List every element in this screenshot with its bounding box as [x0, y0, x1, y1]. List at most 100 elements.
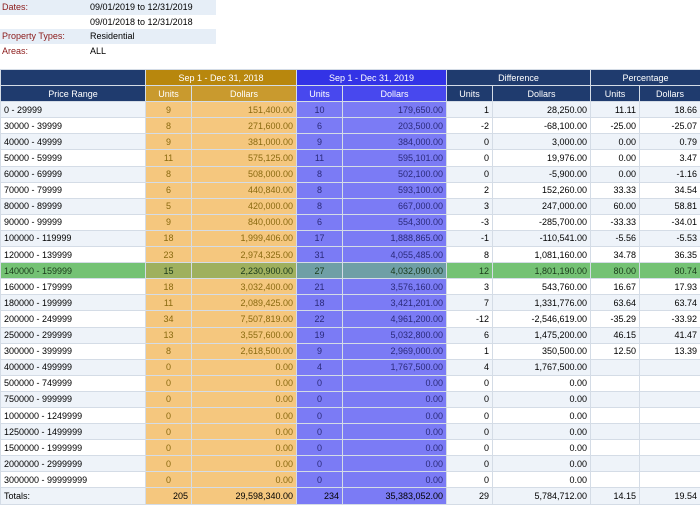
cell-diff-dollars: 19,976.00 — [493, 150, 591, 166]
cell-diff-dollars: 0.00 — [493, 424, 591, 440]
cell-pct-units: -33.33 — [591, 214, 640, 230]
cell-units-2019: 0 — [297, 424, 343, 440]
cell-units-2018: 11 — [146, 150, 192, 166]
cell-pct-units — [591, 472, 640, 488]
cell-diff-units: 0 — [447, 150, 493, 166]
cell-units-2019: 18 — [297, 295, 343, 311]
cell-diff-dollars: -5,900.00 — [493, 166, 591, 182]
cell-pct-dollars: -1.16 — [640, 166, 700, 182]
cell-dollars-2019: 0.00 — [343, 472, 447, 488]
cell-pct-dollars — [640, 359, 700, 375]
cell-units-2019: 6 — [297, 214, 343, 230]
cell-diff-dollars: 247,000.00 — [493, 198, 591, 214]
cell-diff-dollars: 0.00 — [493, 375, 591, 391]
cell-pct-dollars: 41.47 — [640, 327, 700, 343]
cell-price-range: 200000 - 249999 — [1, 311, 146, 327]
cell-pct-dollars: -25.07 — [640, 118, 700, 134]
cell-units-2019: 31 — [297, 247, 343, 263]
cell-units-2018: 6 — [146, 182, 192, 198]
cell-dollars-2018: 271,600.00 — [192, 118, 297, 134]
cell-dollars-2018: 2,230,900.00 — [192, 263, 297, 279]
cell-diff-units: 7 — [447, 295, 493, 311]
cell-dollars-2018: 0.00 — [192, 472, 297, 488]
cell-dollars-2019: 5,032,800.00 — [343, 327, 447, 343]
property-types-label: Property Types: — [0, 29, 88, 44]
group-header-percentage: Percentage — [591, 70, 700, 86]
cell-pct-dollars: 34.54 — [640, 182, 700, 198]
cell-pct-dollars — [640, 375, 700, 391]
cell-dollars-2018: 420,000.00 — [192, 198, 297, 214]
cell-units-2019: 22 — [297, 311, 343, 327]
cell-diff-units: 3 — [447, 279, 493, 295]
cell-pct-units — [591, 407, 640, 423]
cell-units-2019: 0 — [297, 391, 343, 407]
cell-price-range: 70000 - 79999 — [1, 182, 146, 198]
cell-units-2019: 0 — [297, 407, 343, 423]
cell-dollars-2018: 0.00 — [192, 359, 297, 375]
cell-units-2018: 13 — [146, 327, 192, 343]
cell-units-2018: 9 — [146, 214, 192, 230]
dates-label: Dates: — [0, 0, 88, 15]
filter-areas-row: Areas: ALL — [0, 44, 700, 59]
cell-diff-dollars: 0.00 — [493, 472, 591, 488]
cell-pct-units — [591, 375, 640, 391]
totals-pct-units: 14.15 — [591, 488, 640, 504]
cell-pct-units: -35.29 — [591, 311, 640, 327]
cell-dollars-2019: 4,032,090.00 — [343, 263, 447, 279]
cell-price-range: 2000000 - 2999999 — [1, 456, 146, 472]
col-header-dollars-2019: Dollars — [343, 86, 447, 102]
cell-units-2018: 18 — [146, 230, 192, 246]
cell-diff-dollars: 350,500.00 — [493, 343, 591, 359]
cell-diff-dollars: 0.00 — [493, 407, 591, 423]
cell-dollars-2018: 7,507,819.00 — [192, 311, 297, 327]
cell-pct-dollars — [640, 407, 700, 423]
cell-dollars-2018: 0.00 — [192, 407, 297, 423]
cell-price-range: 140000 - 159999 — [1, 263, 146, 279]
cell-diff-units: -1 — [447, 230, 493, 246]
cell-dollars-2019: 4,961,200.00 — [343, 311, 447, 327]
cell-units-2019: 10 — [297, 102, 343, 118]
cell-dollars-2018: 2,089,425.00 — [192, 295, 297, 311]
cell-pct-units: 0.00 — [591, 166, 640, 182]
cell-diff-dollars: -2,546,619.00 — [493, 311, 591, 327]
cell-pct-dollars — [640, 472, 700, 488]
cell-diff-units: 1 — [447, 343, 493, 359]
cell-pct-dollars: -33.92 — [640, 311, 700, 327]
cell-price-range: 180000 - 199999 — [1, 295, 146, 311]
cell-units-2018: 0 — [146, 407, 192, 423]
cell-pct-dollars: 3.47 — [640, 150, 700, 166]
cell-dollars-2019: 0.00 — [343, 456, 447, 472]
cell-dollars-2018: 381,000.00 — [192, 134, 297, 150]
cell-diff-dollars: 1,331,776.00 — [493, 295, 591, 311]
cell-dollars-2018: 2,974,325.00 — [192, 247, 297, 263]
totals-dollars-2019: 35,383,052.00 — [343, 488, 447, 504]
cell-diff-units: 0 — [447, 391, 493, 407]
cell-price-range: 1500000 - 1999999 — [1, 440, 146, 456]
cell-price-range: 1000000 - 1249999 — [1, 407, 146, 423]
group-header-row: Sep 1 - Dec 31, 2018 Sep 1 - Dec 31, 201… — [1, 70, 700, 86]
cell-units-2019: 8 — [297, 166, 343, 182]
totals-pct-dollars: 19.54 — [640, 488, 700, 504]
cell-units-2019: 4 — [297, 359, 343, 375]
totals-label: Totals: — [1, 488, 146, 504]
dates-range-previous: 09/01/2018 to 12/31/2018 — [88, 15, 216, 30]
group-header-difference: Difference — [447, 70, 591, 86]
cell-dollars-2019: 0.00 — [343, 407, 447, 423]
cell-units-2018: 0 — [146, 375, 192, 391]
areas-label: Areas: — [0, 44, 88, 59]
cell-dollars-2018: 575,125.00 — [192, 150, 297, 166]
cell-diff-dollars: 3,000.00 — [493, 134, 591, 150]
cell-dollars-2018: 0.00 — [192, 424, 297, 440]
cell-units-2019: 21 — [297, 279, 343, 295]
cell-diff-units: 4 — [447, 359, 493, 375]
cell-units-2019: 27 — [297, 263, 343, 279]
cell-price-range: 100000 - 119999 — [1, 230, 146, 246]
